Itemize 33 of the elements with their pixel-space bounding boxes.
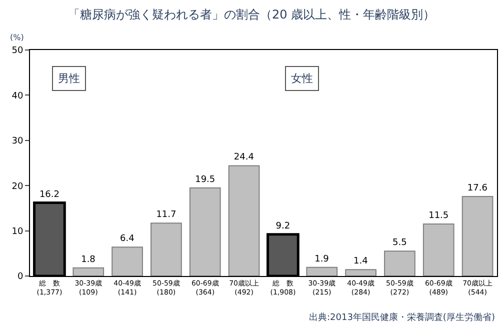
- bar: [72, 267, 104, 276]
- data-label: 11.5: [428, 211, 449, 222]
- y-axis-title: (%): [10, 33, 24, 42]
- data-label: 1.8: [81, 254, 96, 265]
- data-label: 1.9: [314, 254, 330, 264]
- bar: [422, 224, 454, 276]
- y-tick-label: 0: [17, 272, 24, 282]
- y-tick-label: 40: [12, 91, 24, 102]
- data-label: 5.5: [392, 238, 407, 248]
- bar: [306, 266, 338, 276]
- annotation: 男性: [58, 72, 80, 85]
- data-label: 19.5: [195, 174, 216, 185]
- chart-title: 「糖尿病が強く疑われる者」の割合（20 歳以上、性・年齢階級別）: [68, 7, 436, 22]
- y-tick-label: 20: [12, 182, 24, 192]
- bar: [228, 165, 260, 276]
- data-label: 6.4: [120, 234, 135, 244]
- bar: [112, 246, 143, 276]
- annotation: 女性: [291, 72, 313, 85]
- data-label: 9.2: [276, 221, 290, 232]
- data-label: 1.4: [353, 256, 368, 267]
- source-note: 出典:2013年国民健康・栄養調査(厚生労働省): [309, 312, 495, 323]
- y-tick-label: 50: [12, 46, 24, 56]
- data-label: 16.2: [39, 190, 60, 200]
- bar: [462, 196, 494, 276]
- bar: [345, 269, 376, 276]
- data-label: 24.4: [234, 152, 254, 163]
- y-tick-label: 30: [12, 136, 24, 147]
- data-label: 11.7: [156, 210, 176, 220]
- y-tick-label: 10: [12, 226, 24, 237]
- bar: [384, 250, 416, 276]
- bar: [150, 222, 182, 276]
- data-label: 17.6: [467, 183, 488, 194]
- bar: [189, 187, 221, 276]
